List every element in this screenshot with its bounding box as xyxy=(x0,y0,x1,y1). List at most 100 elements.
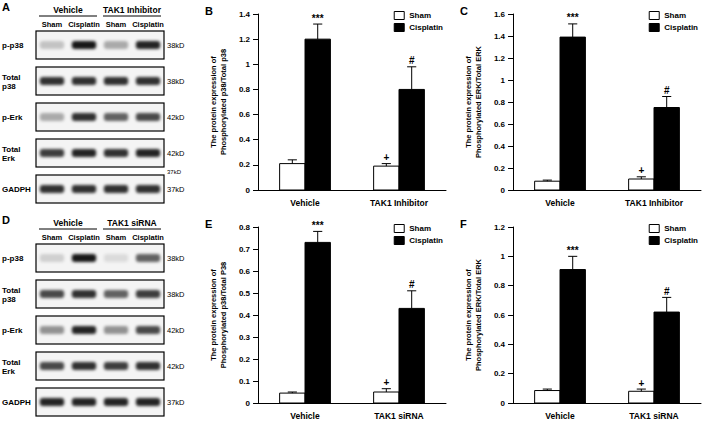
svg-text:p38: p38 xyxy=(2,295,16,304)
svg-text:1.6: 1.6 xyxy=(494,10,506,19)
svg-text:Cisplatin: Cisplatin xyxy=(68,20,100,29)
svg-text:TAK1 Inhibitor: TAK1 Inhibitor xyxy=(370,198,429,208)
svg-text:The protein expression of: The protein expression of xyxy=(464,56,473,148)
svg-text:Total: Total xyxy=(2,145,21,154)
svg-text:C: C xyxy=(460,5,468,17)
svg-text:42kD: 42kD xyxy=(167,149,185,158)
svg-text:0.6: 0.6 xyxy=(239,267,251,276)
svg-text:37kD: 37kD xyxy=(167,398,185,407)
svg-text:#: # xyxy=(664,286,670,297)
svg-text:Sham: Sham xyxy=(664,224,686,233)
svg-text:38kD: 38kD xyxy=(167,77,185,86)
svg-text:0.4: 0.4 xyxy=(494,142,506,151)
svg-text:TAK1 Inhibitor: TAK1 Inhibitor xyxy=(103,5,162,15)
svg-text:0.4: 0.4 xyxy=(494,340,506,349)
svg-text:Erk: Erk xyxy=(2,154,15,163)
svg-text:p-Erk: p-Erk xyxy=(2,113,23,122)
svg-text:E: E xyxy=(205,218,212,230)
svg-text:#: # xyxy=(409,279,415,290)
svg-text:Sham: Sham xyxy=(409,224,431,233)
svg-text:GADPH: GADPH xyxy=(2,185,31,194)
svg-text:D: D xyxy=(2,214,10,226)
svg-text:Cisplatin: Cisplatin xyxy=(132,20,164,29)
svg-text:#: # xyxy=(409,55,415,66)
svg-text:***: *** xyxy=(567,12,579,23)
svg-text:Vehicle: Vehicle xyxy=(545,411,575,421)
svg-text:p-p38: p-p38 xyxy=(2,254,24,263)
svg-text:Vehicle: Vehicle xyxy=(545,198,575,208)
svg-text:p-Erk: p-Erk xyxy=(2,326,23,335)
svg-text:0.2: 0.2 xyxy=(494,369,506,378)
svg-text:Sham: Sham xyxy=(409,11,431,20)
svg-text:1.4: 1.4 xyxy=(239,10,251,19)
svg-text:Vehicle: Vehicle xyxy=(53,5,83,15)
svg-text:GADPH: GADPH xyxy=(2,398,31,407)
svg-text:Cisplatin: Cisplatin xyxy=(409,236,443,245)
svg-text:Sham: Sham xyxy=(42,20,63,29)
svg-text:A: A xyxy=(2,1,10,13)
svg-text:0.8: 0.8 xyxy=(494,98,506,107)
svg-text:***: *** xyxy=(312,220,324,231)
svg-text:0: 0 xyxy=(246,186,251,195)
svg-text:Erk: Erk xyxy=(2,367,15,376)
svg-text:+: + xyxy=(383,152,389,163)
svg-text:F: F xyxy=(460,218,467,230)
svg-text:1.2: 1.2 xyxy=(239,35,251,44)
svg-text:Total: Total xyxy=(2,358,21,367)
svg-text:1: 1 xyxy=(246,60,251,69)
svg-text:37kD: 37kD xyxy=(167,169,182,175)
svg-text:Sham: Sham xyxy=(106,20,127,29)
svg-text:1.4: 1.4 xyxy=(494,32,506,41)
svg-text:38kD: 38kD xyxy=(167,254,185,263)
svg-text:0.6: 0.6 xyxy=(494,311,506,320)
svg-text:Cisplatin: Cisplatin xyxy=(68,233,100,242)
svg-text:Cisplatin: Cisplatin xyxy=(132,233,164,242)
svg-text:***: *** xyxy=(567,245,579,256)
svg-text:The protein expression of: The protein expression of xyxy=(209,56,218,148)
svg-text:0.8: 0.8 xyxy=(239,223,251,232)
svg-text:Cisplatin: Cisplatin xyxy=(664,23,698,32)
svg-text:0.6: 0.6 xyxy=(494,120,506,129)
svg-text:37kD: 37kD xyxy=(167,185,185,194)
svg-text:Vehicle: Vehicle xyxy=(290,411,320,421)
svg-text:Total: Total xyxy=(2,73,21,82)
svg-text:p-p38: p-p38 xyxy=(2,41,24,50)
svg-text:1.2: 1.2 xyxy=(494,54,506,63)
svg-text:The protein expression of: The protein expression of xyxy=(209,269,218,361)
svg-text:TAK1 siRNA: TAK1 siRNA xyxy=(629,411,678,421)
svg-text:0.8: 0.8 xyxy=(239,85,251,94)
svg-text:1: 1 xyxy=(501,252,506,261)
svg-text:Sham: Sham xyxy=(106,233,127,242)
svg-text:0.6: 0.6 xyxy=(239,110,251,119)
svg-text:42kD: 42kD xyxy=(167,113,185,122)
svg-text:Sham: Sham xyxy=(42,233,63,242)
svg-text:+: + xyxy=(638,165,644,176)
svg-text:TAK1 Inhibitor: TAK1 Inhibitor xyxy=(625,198,684,208)
svg-text:+: + xyxy=(638,378,644,389)
svg-text:0: 0 xyxy=(501,399,506,408)
svg-text:Phosphorylated p38/Total P38: Phosphorylated p38/Total P38 xyxy=(219,262,228,369)
svg-text:B: B xyxy=(205,5,213,17)
svg-text:TAK1 siRNA: TAK1 siRNA xyxy=(107,218,156,228)
svg-text:1: 1 xyxy=(501,76,506,85)
svg-text:42kD: 42kD xyxy=(167,326,185,335)
svg-text:Vehicle: Vehicle xyxy=(53,218,83,228)
svg-text:0.4: 0.4 xyxy=(239,135,251,144)
svg-text:Cisplatin: Cisplatin xyxy=(664,236,698,245)
svg-text:0.2: 0.2 xyxy=(239,355,251,364)
svg-text:0.2: 0.2 xyxy=(494,164,506,173)
svg-text:Total: Total xyxy=(2,286,21,295)
svg-text:Cisplatin: Cisplatin xyxy=(409,23,443,32)
svg-text:Phosphorylated ERK/Total ERK: Phosphorylated ERK/Total ERK xyxy=(474,258,483,371)
svg-text:38kD: 38kD xyxy=(167,290,185,299)
svg-text:Phosphorylated p38/Total p38: Phosphorylated p38/Total p38 xyxy=(219,49,228,155)
svg-text:1.2: 1.2 xyxy=(494,223,506,232)
svg-text:0.4: 0.4 xyxy=(239,311,251,320)
svg-text:Sham: Sham xyxy=(664,11,686,20)
svg-text:0.5: 0.5 xyxy=(239,289,251,298)
svg-text:p38: p38 xyxy=(2,82,16,91)
svg-text:Vehicle: Vehicle xyxy=(290,198,320,208)
svg-text:The protein expression of: The protein expression of xyxy=(464,269,473,361)
svg-text:0: 0 xyxy=(246,399,251,408)
svg-text:0: 0 xyxy=(501,186,506,195)
